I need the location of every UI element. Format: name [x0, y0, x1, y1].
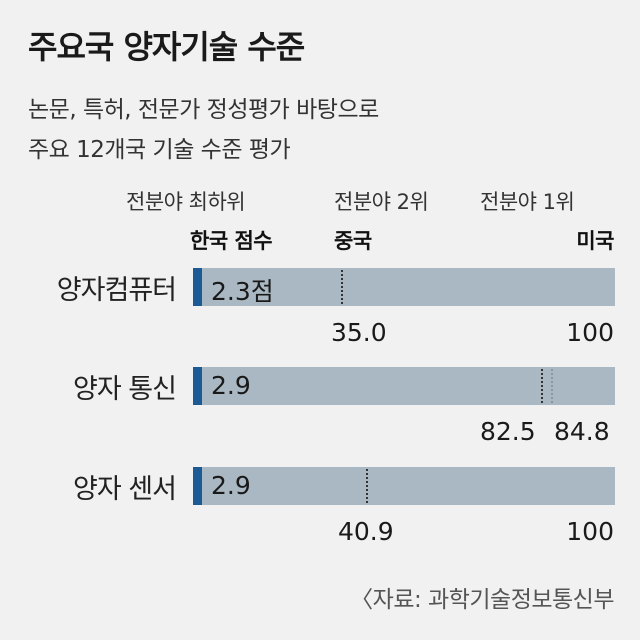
- china-value-label: 35.0: [331, 318, 387, 347]
- china-value-label: 82.5: [480, 417, 536, 446]
- header-usa: 미국: [576, 229, 614, 253]
- china-marker: [366, 469, 368, 503]
- usa-value-label: 100: [566, 318, 614, 347]
- china-value-label: 40.9: [338, 517, 394, 546]
- source-note: 〈자료: 과학기술정보통신부: [350, 587, 614, 613]
- header-lowest: 전분야 최하위: [126, 190, 246, 214]
- bar-track: 2.3점: [193, 268, 615, 306]
- korea-value-label: 2.3점: [211, 277, 274, 306]
- korea-bar: [193, 467, 202, 505]
- category-label: 양자 센서: [73, 474, 177, 505]
- category-label: 양자 통신: [73, 374, 177, 405]
- header-korea-score: 한국 점수: [190, 229, 273, 253]
- usa-value-label: 100: [566, 517, 614, 546]
- china-marker: [541, 369, 543, 403]
- korea-value-label: 2.9: [211, 471, 251, 500]
- korea-bar: [193, 268, 202, 306]
- header-second: 전분야 2위: [334, 190, 429, 214]
- bar-track: 2.9: [193, 367, 615, 405]
- bar-track: 2.9: [193, 467, 615, 505]
- header-china: 중국: [334, 229, 372, 253]
- category-label: 양자컴퓨터: [56, 275, 177, 306]
- korea-value-label: 2.9: [211, 371, 251, 400]
- extra-marker: [551, 369, 553, 403]
- china-marker: [341, 270, 343, 304]
- chart-title: 주요국 양자기술 수준: [28, 28, 305, 66]
- korea-bar: [193, 367, 202, 405]
- extra-value-label: 84.8: [554, 417, 610, 446]
- subtitle-line-1: 논문, 특허, 전문가 정성평가 바탕으로: [28, 97, 379, 123]
- header-first: 전분야 1위: [480, 190, 575, 214]
- subtitle-line-2: 주요 12개국 기술 수준 평가: [28, 137, 291, 163]
